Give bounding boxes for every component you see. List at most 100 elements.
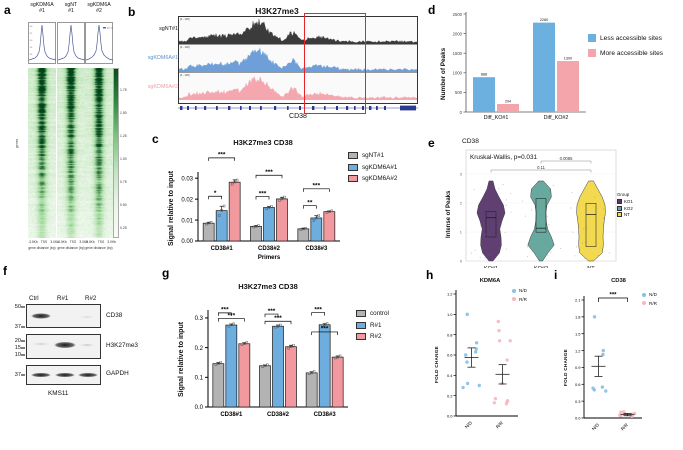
panel-b-gene-label: CD38 xyxy=(289,113,307,120)
legend-item: KO1 xyxy=(617,199,633,204)
legend-item: N/D xyxy=(642,292,657,297)
svg-text:0.6: 0.6 xyxy=(447,353,453,358)
svg-text:0.1: 0.1 xyxy=(195,376,204,382)
panel-i-label: i xyxy=(554,268,558,282)
svg-text:***: *** xyxy=(268,308,276,315)
panel-a-profile-2 xyxy=(57,22,85,64)
legend-label: N/D xyxy=(649,292,657,297)
legend-label: More accessible sites xyxy=(600,49,664,57)
legend-item: N/D xyxy=(512,288,527,293)
svg-text:Diff_KO#1: Diff_KO#1 xyxy=(484,115,509,121)
panel-b-tracks: [0 - 100] [0 - 100] [0 - 100] xyxy=(178,16,418,104)
panel-f-mw-10: 10 xyxy=(14,352,21,358)
svg-text:0.00: 0.00 xyxy=(181,239,193,245)
svg-text:1500: 1500 xyxy=(453,51,463,56)
panel-a-profile-3: gene regions xyxy=(85,22,113,64)
legend-item: R#2 xyxy=(356,333,389,340)
svg-text:***: *** xyxy=(274,315,282,322)
panel-b-track-sgkdm6a1: [0 - 100] xyxy=(179,45,417,73)
legend-label: R/R xyxy=(519,296,527,302)
panel-a-colorbar-tick-3: 1.00 xyxy=(120,157,127,161)
panel-a-xaxis-label-3: gene distance (bp) xyxy=(85,246,113,250)
svg-text:CD38#1: CD38#1 xyxy=(211,246,234,252)
panel-h-legend: N/D R/R xyxy=(512,288,527,305)
panel-f-blot-label-h3k27me3: H3K27me3 xyxy=(106,342,138,349)
panel-a-colorbar-tick-5: 0.50 xyxy=(120,203,127,207)
panel-b-track-name-3: sgKDM6A#2 xyxy=(147,84,178,90)
svg-text:0.0085: 0.0085 xyxy=(560,156,573,161)
panel-d: d Number of Peaks 0 500 1000 1500 2000 2500 88… xyxy=(426,0,683,128)
panel-e-ylabel: Intense of Peaks xyxy=(446,190,452,238)
panel-c-title: H3K27me3 CD38 xyxy=(233,138,293,147)
panel-i: i CD38 FOLD CHANGE 0.0 0.3 0.6 0.9 1.2 1.5 1.8… xyxy=(554,268,683,445)
legend-label: control xyxy=(370,310,389,317)
panel-f-tick-50 xyxy=(21,306,25,308)
panel-f-blot-gapdh xyxy=(26,365,101,385)
panel-a-colorbar-tick-2: 1.25 xyxy=(120,134,127,138)
panel-a-colorbar-tick-0: 1.75 xyxy=(120,88,127,92)
svg-text:2: 2 xyxy=(460,201,463,206)
panel-f-blot-label-gapdh: GAPDH xyxy=(106,370,129,377)
legend-swatch xyxy=(348,152,358,159)
panel-b-track-name-2: sgKDM6A#1 xyxy=(147,55,178,61)
svg-text:0.0: 0.0 xyxy=(195,405,204,411)
svg-text:0.0: 0.0 xyxy=(575,416,581,421)
legend-swatch xyxy=(588,49,596,57)
panel-f-blot-h3k27me3 xyxy=(26,334,101,359)
panel-a-profile-1: 3.0 2.5 2.0 1.5 1.0 xyxy=(28,22,56,64)
panel-a-column-header-1: sgKDM6A #1 xyxy=(30,2,54,15)
svg-text:***: *** xyxy=(313,183,321,190)
panel-c-label: c xyxy=(152,132,159,146)
legend-label: KO1 xyxy=(624,199,633,204)
svg-text:888: 888 xyxy=(481,73,487,77)
panel-e-chart: 0123KO#1KO#2NT0.110.0085 xyxy=(460,149,617,272)
panel-f: f Ctrl R#1 R#2 50 37 20 15 10 37 xyxy=(0,262,160,445)
panel-f-label: f xyxy=(3,264,7,278)
panel-f-tick-10 xyxy=(21,354,25,356)
svg-text:1300: 1300 xyxy=(564,56,572,60)
legend-label: N/D xyxy=(519,288,527,293)
panel-f-mw-37a: 37 xyxy=(14,324,21,330)
svg-text:0.2: 0.2 xyxy=(195,346,204,352)
panel-b-track-scale-3: [0 - 100] xyxy=(180,73,190,77)
panel-i-chart: 0.0 0.3 0.6 0.9 1.2 1.5 1.8 2.1 N/D R/R *** xyxy=(575,293,642,432)
panel-h: h KDM6A FOLD CHANGE 0.0 0.2 0.4 0.6 0.8 1.0 1.… xyxy=(426,268,554,445)
svg-text:gene regions: gene regions xyxy=(107,28,113,30)
panel-f-lane-r2: R#2 xyxy=(85,295,97,302)
legend-label: KO2 xyxy=(624,205,633,211)
panel-f-mw-50: 50 xyxy=(14,304,21,310)
panel-f-tick-37a xyxy=(21,326,25,328)
svg-text:1.2: 1.2 xyxy=(575,348,581,353)
panel-c-ylabel: Signal relative to input xyxy=(168,170,175,246)
legend-label: sgKDM6A#2 xyxy=(362,175,398,182)
svg-text:1.0: 1.0 xyxy=(30,54,34,56)
panel-a-colorbar-tick-6: 0.25 xyxy=(120,226,127,230)
panel-e-legend: Group KO1 KO2 NT xyxy=(617,192,633,219)
legend-item: R/R xyxy=(512,297,527,302)
panel-f-mw-37b: 37 xyxy=(14,372,21,378)
svg-text:2.1: 2.1 xyxy=(575,298,581,303)
panel-a-label: a xyxy=(4,3,11,17)
panel-f-tick-20 xyxy=(21,340,25,342)
legend-swatch xyxy=(348,163,358,171)
panel-a-column-header-3: sgKDM6A #2 xyxy=(87,2,111,15)
legend-swatch xyxy=(617,212,622,217)
svg-text:***: *** xyxy=(218,152,226,159)
legend-swatch xyxy=(588,34,596,42)
panel-g: g H3K27me3 CD38 Signal relative to input… xyxy=(160,262,426,445)
legend-label: NT xyxy=(624,212,630,217)
legend-item: sgNT#1 xyxy=(348,152,397,159)
svg-text:CD38#3: CD38#3 xyxy=(305,246,328,252)
svg-text:3: 3 xyxy=(460,172,463,177)
panel-a-xtick-3-right: 3.0Kb xyxy=(107,240,116,244)
panel-d-chart: 0 500 1000 1500 2000 2500 888 204 Diff_KO#1 2280 1… xyxy=(453,12,586,121)
legend-dot xyxy=(642,301,646,305)
panel-a-colorbar-tick-1: 1.50 xyxy=(120,111,127,115)
panel-i-title: CD38 xyxy=(611,278,626,284)
svg-text:***: *** xyxy=(221,307,229,314)
svg-text:0.3: 0.3 xyxy=(195,316,204,322)
panel-a-xtick-3-left: -3.0Kb xyxy=(85,240,95,244)
legend-swatch xyxy=(348,175,358,182)
panel-b-track-name-1: sgNT#1 xyxy=(159,26,178,32)
